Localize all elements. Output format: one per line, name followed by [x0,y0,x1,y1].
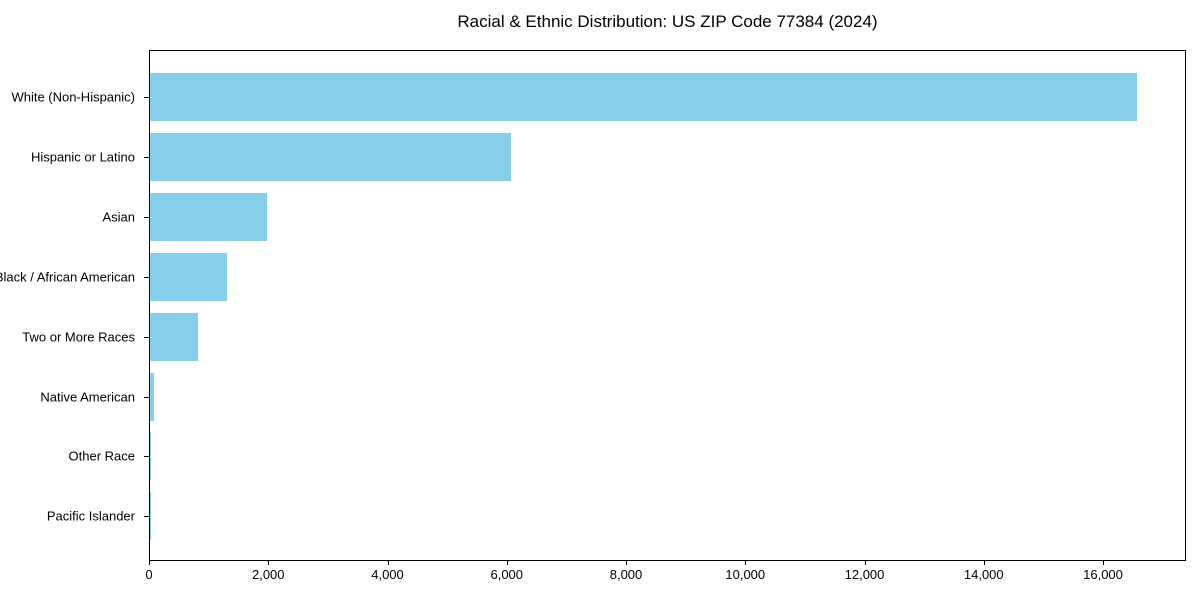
y-axis-tick [144,516,149,518]
x-axis-label-4-000: 4,000 [371,567,404,582]
y-axis-tick [144,456,149,458]
x-axis-label-16-000: 16,000 [1083,567,1123,582]
y-axis-label-white-non-hispanic: White (Non-Hispanic) [11,89,135,105]
x-axis-label-0: 0 [145,567,153,582]
x-axis-label-10-000: 10,000 [725,567,766,582]
y-axis-label-other-race: Other Race [68,448,135,464]
bar-two-or-more-races [150,312,199,361]
x-axis-tick [506,560,508,565]
plot-area [149,50,1186,561]
x-axis-label-12-000: 12,000 [844,567,885,582]
y-axis-tick [144,216,149,218]
x-axis-label-2-000: 2,000 [251,567,285,582]
x-axis-label-14-000: 14,000 [963,567,1004,582]
x-axis-tick [983,560,985,565]
x-axis-tick [387,560,389,565]
x-axis-tick [268,560,270,565]
x-axis-tick [626,560,627,565]
bar-asian [150,192,267,241]
chart-title: Racial & Ethnic Distribution: US ZIP Cod… [457,12,878,31]
y-axis-tick [144,396,149,398]
y-axis-label-two-or-more-races: Two or More Races [22,329,135,345]
bar-other-race [150,432,151,481]
bar-white-non-hispanic [150,73,1137,121]
y-axis-label-native-american: Native American [40,389,135,404]
x-axis-label-8-000: 8,000 [609,567,643,582]
y-axis-tick [144,156,149,158]
y-axis-label-hispanic-or-latino: Hispanic or Latino [30,149,135,165]
x-axis-label-6-000: 6,000 [490,567,524,582]
x-axis-tick [149,560,150,565]
bar-hispanic-or-latino [150,132,511,181]
bar-native-american [150,372,154,421]
y-axis-label-black-african-american: Black / African American [0,269,135,285]
x-axis-tick [864,560,866,565]
y-axis-tick [144,276,149,278]
y-axis-label-asian: Asian [102,209,135,225]
y-axis-tick [144,336,149,338]
y-axis-label-pacific-islander: Pacific Islander [46,508,135,524]
bar-black-african-american [150,252,227,301]
y-axis-tick [144,97,149,98]
x-axis-tick [745,560,747,565]
x-axis-tick [1103,560,1104,565]
